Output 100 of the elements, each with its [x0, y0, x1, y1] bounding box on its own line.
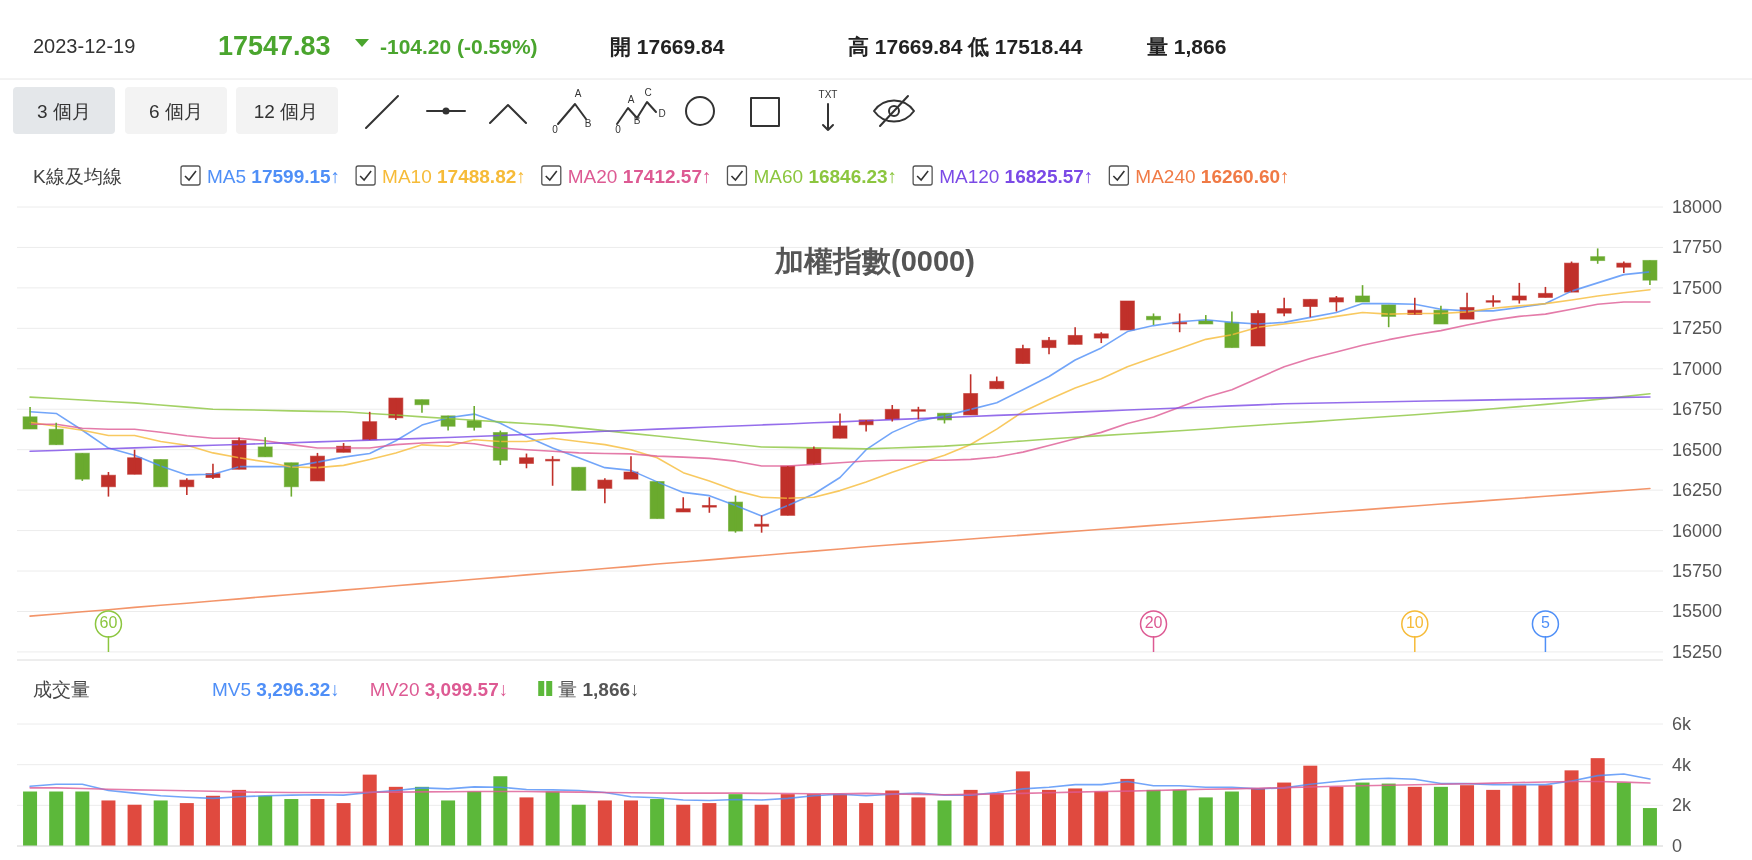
bar: [101, 800, 116, 846]
bar: [650, 799, 665, 846]
bar: [676, 804, 691, 846]
legend-item: MV5 3,296.32↓: [212, 679, 340, 700]
bar: [1303, 765, 1318, 846]
text: 高 17669.84: [848, 35, 963, 58]
legend-title: 成交量: [33, 679, 90, 700]
bar: [1433, 786, 1448, 846]
candlestick: [1642, 259, 1658, 286]
candlestick: [100, 471, 116, 498]
y-tick-label: 16250: [1672, 480, 1723, 501]
bar: [571, 804, 586, 846]
bar: [963, 789, 978, 846]
bar: [885, 790, 900, 846]
y-tick-label: 17000: [1672, 358, 1723, 379]
bar: [728, 794, 743, 846]
candlestick: [1015, 343, 1031, 365]
y-tick-label: 15250: [1672, 641, 1723, 662]
bar: [1642, 808, 1657, 846]
legend-item: MA120 16825.57↑: [912, 165, 1094, 187]
legend-title: K線及均線: [33, 166, 122, 187]
text: A: [627, 94, 635, 105]
bar: [441, 800, 456, 846]
bar: [623, 800, 638, 846]
text: 12 個月: [253, 101, 319, 122]
text: D: [658, 108, 666, 119]
y-tick-label: 17750: [1672, 237, 1723, 258]
text: TXT: [818, 89, 838, 100]
bar: [1590, 758, 1605, 846]
candlestick: [675, 496, 691, 513]
bar: [1381, 783, 1396, 846]
legend-item: MA60 16846.23↑: [726, 165, 898, 187]
bar: [388, 786, 403, 846]
annotation: 60: [99, 614, 118, 631]
text: 2023-12-19: [33, 35, 136, 57]
bar: [937, 800, 952, 846]
bar: [780, 794, 795, 846]
candlestick: [1485, 294, 1501, 308]
text: 量 1,866: [1146, 35, 1227, 58]
marker-pin: 5: [1531, 610, 1560, 653]
candlestick: [623, 455, 639, 480]
marker-pin: 20: [1139, 610, 1168, 653]
bar: [833, 794, 847, 846]
y-tick-label: 18000: [1672, 197, 1723, 217]
y-tick-label: 0: [1672, 836, 1683, 856]
bar: [1146, 789, 1161, 846]
candlestick: [1172, 312, 1188, 334]
candlestick: [1067, 326, 1083, 346]
bar: [127, 804, 142, 846]
bar: [467, 791, 482, 846]
bar: [362, 774, 377, 846]
bar: [1224, 791, 1239, 846]
bar: [1015, 771, 1030, 846]
bar: [258, 795, 273, 846]
bar: [754, 804, 769, 846]
text: B: [584, 118, 592, 129]
legend-label: 量 1,866↓: [558, 679, 640, 700]
y-tick-label: 4k: [1672, 754, 1693, 775]
marker-pin: 60: [94, 610, 123, 653]
bar: [1042, 789, 1057, 846]
text: 0: [552, 124, 559, 135]
y-tick-label: 16500: [1672, 439, 1723, 460]
legend-item: MA20 17412.57↑: [541, 165, 712, 187]
candlestick: [1041, 336, 1057, 356]
text: -104.20 (-0.59%): [380, 35, 538, 58]
candlestick: [1093, 331, 1109, 344]
bar: [1512, 785, 1527, 846]
y-tick-label: 17500: [1672, 277, 1723, 298]
text: 3 個月: [37, 101, 91, 122]
bar: [23, 791, 38, 846]
bar: [49, 791, 64, 846]
candlestick: [22, 406, 38, 430]
bar: [310, 799, 325, 846]
y-tick-label: 16750: [1672, 399, 1723, 420]
candlestick: [727, 494, 743, 534]
candlestick: [1616, 260, 1632, 274]
y-tick-label: 16000: [1672, 520, 1723, 541]
line-series: [29, 773, 1651, 802]
candlestick: [127, 448, 143, 476]
annotation: 10: [1405, 614, 1424, 631]
candlestick: [414, 398, 430, 414]
bar: [493, 776, 508, 846]
y-tick-label: 6k: [1672, 714, 1693, 734]
bar: [1198, 797, 1213, 846]
bar: [597, 800, 612, 846]
y-tick-label: 15500: [1672, 601, 1723, 622]
bar: [1120, 778, 1135, 846]
bar: [205, 795, 220, 846]
bar: [1172, 789, 1187, 846]
candlestick: [1276, 296, 1292, 318]
legend-item: MA10 17488.82↑: [355, 165, 526, 187]
line-series: [29, 780, 1651, 796]
bar: [75, 791, 90, 846]
line-series: [29, 487, 1651, 617]
candlestick: [179, 477, 195, 496]
bar: [911, 797, 926, 846]
bar: [1251, 788, 1266, 846]
bar: [1277, 782, 1292, 846]
annotation: 20: [1144, 614, 1163, 631]
bar: [702, 803, 717, 846]
